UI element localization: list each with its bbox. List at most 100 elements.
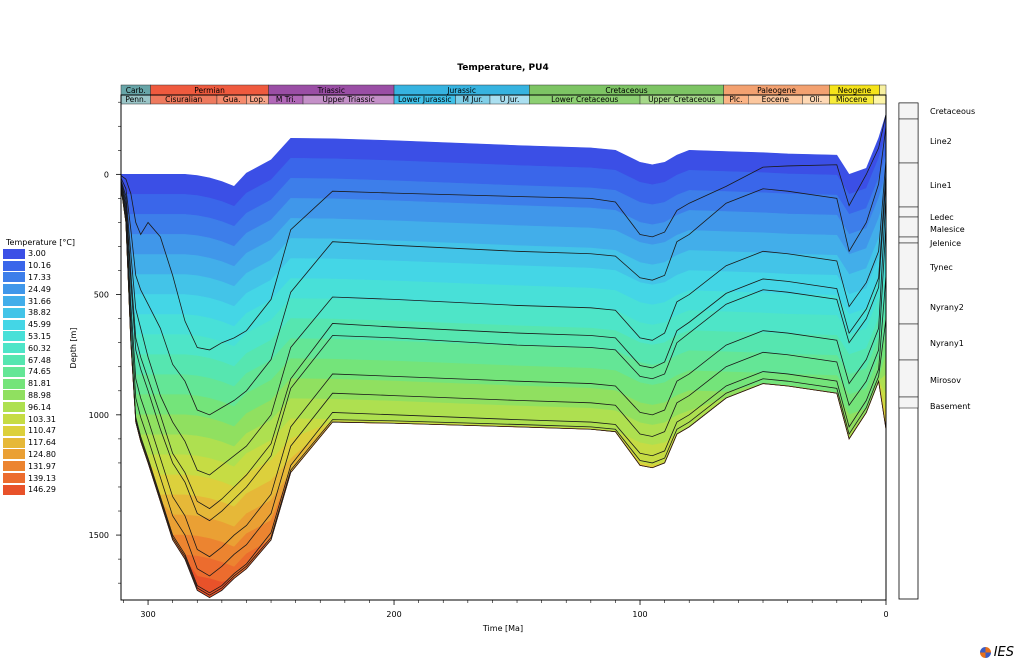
legend-value: 110.47 — [28, 426, 56, 436]
legend-swatch — [3, 425, 25, 436]
column-label: Cretaceous — [930, 107, 975, 116]
legend-item: 139.13 — [3, 472, 73, 484]
epoch-label: Miocene — [836, 95, 868, 104]
column-layer — [898, 242, 919, 290]
column-label: Jelenice — [929, 239, 961, 248]
horizon-lines — [120, 114, 887, 599]
legend-item: 88.98 — [3, 390, 73, 402]
horizon-line-ledec — [120, 171, 887, 510]
ies-logo: IES — [979, 645, 1014, 660]
column-layer — [898, 206, 919, 218]
legend-swatch — [3, 378, 25, 389]
legend-item: 45.99 — [3, 319, 73, 331]
epoch-label: Eocene — [762, 95, 790, 104]
ies-logo-icon — [979, 647, 991, 658]
strat-column: Cretaceous Line2 Line1 Ledec Malesice Jelenic… — [898, 102, 975, 600]
y-tick-label: 1500 — [89, 531, 109, 540]
x-axis-label: Time [Ma] — [482, 624, 523, 633]
legend-swatch — [3, 284, 25, 295]
legend-item: 17.33 — [3, 272, 73, 284]
legend-value: 117.64 — [28, 438, 56, 448]
epoch-label: M Jur. — [462, 95, 483, 104]
column-label: Malesice — [930, 225, 965, 234]
column-label: Line2 — [930, 137, 952, 146]
y-tick-label: 0 — [104, 170, 109, 179]
legend-value: 103.31 — [28, 414, 56, 424]
legend-item: 81.81 — [3, 378, 73, 390]
logo-text: IES — [993, 645, 1014, 660]
epoch-label: Plc. — [729, 95, 742, 104]
legend-swatch — [3, 248, 25, 259]
temperature-field — [121, 114, 886, 598]
legend-item: 60.32 — [3, 342, 73, 354]
legend-swatch — [3, 414, 25, 425]
geologic-timescale-strip: Carb. Permian Triassic Jurassic Cretaceous Pa… — [120, 84, 887, 105]
epoch-label: Oli. — [810, 95, 822, 104]
x-tick-label: 200 — [386, 610, 401, 619]
epoch-label: Gua. — [223, 95, 241, 104]
legend-value: 38.82 — [28, 308, 51, 318]
legend-item: 96.14 — [3, 401, 73, 413]
legend-value: 24.49 — [28, 284, 51, 294]
legend-value: 17.33 — [28, 272, 51, 282]
column-layer — [898, 216, 919, 238]
epoch-label: Upper Cretaceous — [648, 95, 715, 104]
legend-title: Temperature [°C] — [6, 238, 76, 247]
epoch-label: Upper Triassic — [322, 95, 374, 104]
period-label: Carb. — [126, 86, 146, 95]
legend-swatch — [3, 402, 25, 413]
column-layer — [898, 323, 919, 361]
legend-item: 146.29 — [3, 484, 73, 496]
column-layer — [898, 162, 919, 208]
legend-value: 10.16 — [28, 261, 51, 271]
legend-swatch — [3, 449, 25, 460]
x-tick-label: 300 — [140, 610, 155, 619]
y-tick-label: 500 — [94, 291, 109, 300]
period-label: Neogene — [838, 86, 872, 95]
legend-item: 31.66 — [3, 295, 73, 307]
period-label: Cretaceous — [605, 86, 647, 95]
legend-swatch — [3, 473, 25, 484]
column-layer — [898, 118, 919, 164]
epoch-label: Lower Cretaceous — [551, 95, 618, 104]
temperature-legend: Temperature [°C] 3.00 10.16 17.33 24.49 31.6… — [3, 237, 76, 496]
plot-frame — [120, 94, 887, 601]
legend-value: 67.48 — [28, 355, 51, 365]
column-layer — [898, 102, 919, 120]
column-label: Line1 — [930, 181, 952, 190]
column-label: Nyrany2 — [930, 303, 964, 312]
legend-value: 74.65 — [28, 367, 51, 377]
period-label: Triassic — [317, 86, 345, 95]
period-label: Jurassic — [446, 86, 476, 95]
horizon-line-nyrany1 — [120, 186, 887, 594]
x-tick-label: 0 — [883, 610, 888, 619]
horizon-line-nyrany2 — [120, 185, 887, 577]
legend-rows: 3.00 10.16 17.33 24.49 31.66 38.82 45.99 53.15 6… — [3, 248, 73, 496]
column-layer — [898, 396, 919, 409]
legend-value: 60.32 — [28, 343, 51, 353]
legend-item: 10.16 — [3, 260, 73, 272]
legend-item: 38.82 — [3, 307, 73, 319]
horizon-line-line2 — [120, 126, 887, 416]
y-axis-label: Depth [m] — [69, 328, 78, 369]
column-label: Tynec — [929, 263, 953, 272]
horizon-line-tynec — [120, 183, 887, 558]
legend-value: 81.81 — [28, 379, 51, 389]
legend-value: 31.66 — [28, 296, 51, 306]
chart-title: Temperature, PU4 — [457, 63, 548, 73]
legend-item: 131.97 — [3, 460, 73, 472]
legend-swatch — [3, 307, 25, 318]
column-label: Mirosov — [930, 376, 961, 385]
column-layer — [898, 359, 919, 398]
legend-value: 3.00 — [28, 249, 46, 259]
period-cell — [879, 84, 887, 96]
column-label: Ledec — [930, 213, 954, 222]
legend-value: 53.15 — [28, 331, 51, 341]
legend-item: 74.65 — [3, 366, 73, 378]
period-label: Paleogene — [757, 86, 796, 95]
y-tick-label: 1000 — [89, 411, 109, 420]
legend-swatch — [3, 390, 25, 401]
legend-swatch — [3, 461, 25, 472]
